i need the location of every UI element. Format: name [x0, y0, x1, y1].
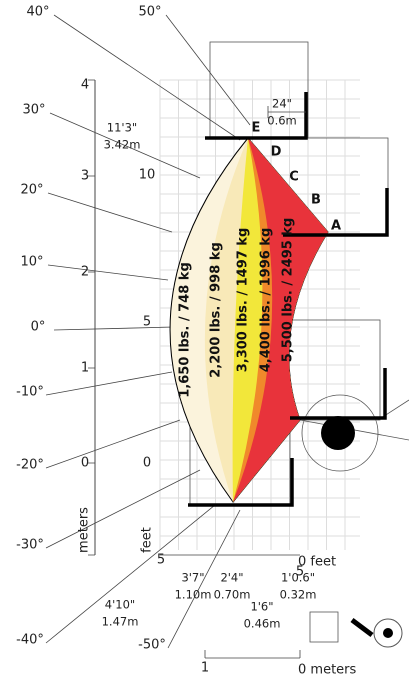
load-point: E: [252, 121, 261, 136]
angle-label: 10°: [20, 255, 43, 270]
dimension-metric: 0.46m: [244, 617, 281, 631]
load-zone-label: 4,400 lbs. / 1996 kg: [259, 228, 274, 373]
angle-label: 30°: [22, 103, 45, 118]
load-zone-label: 2,200 lbs. / 998 kg: [209, 242, 224, 378]
angle-line: [45, 469, 201, 549]
dimension-imperial: 1'6": [250, 600, 273, 614]
meter-tick: 2: [81, 265, 89, 280]
feet-tick: 5: [157, 553, 165, 568]
meter-tick: 3: [81, 169, 89, 184]
angle-lines: [45, 14, 251, 649]
meter-axis-label: meters: [77, 507, 92, 553]
dimension-imperial: 1'0.6": [281, 571, 315, 585]
feet-axis-label: feet: [140, 527, 155, 553]
dimension-imperial: 11'3": [107, 121, 137, 135]
feet-zero: 0 feet: [298, 555, 336, 570]
load-point: C: [289, 170, 299, 185]
load-point: D: [271, 145, 282, 160]
dimension-imperial: 4'10": [105, 598, 135, 612]
scale-one: 1: [201, 661, 209, 676]
meter-tick: 0: [81, 456, 89, 471]
angle-label: 20°: [20, 183, 43, 198]
dimension-imperial: 24": [272, 97, 292, 111]
dimension-metric: 3.42m: [104, 138, 141, 152]
meter-tick: 1: [81, 361, 89, 376]
angle-line: [49, 112, 201, 179]
dimension-metric: 0.32m: [280, 588, 317, 602]
icons: [309, 611, 403, 648]
feet-tick: 5: [296, 565, 304, 580]
load-point: A: [331, 219, 341, 234]
dimension-metric: 1.47m: [102, 615, 139, 629]
angle-label: -10°: [16, 385, 44, 400]
angle-label: -50°: [138, 638, 166, 653]
angle-line: [167, 509, 241, 649]
load-zones: [169, 137, 329, 503]
dimension-metric: 1.10m: [175, 588, 212, 602]
dimension-metric: 0.6m: [267, 114, 297, 128]
dimension-metric: 0.70m: [214, 588, 251, 602]
load-zone-label: 1,650 lbs. / 748 kg: [178, 262, 193, 398]
load-point: B: [311, 193, 321, 208]
angle-label: -30°: [16, 538, 44, 553]
labels: 40° 50° 30° 20° 10° 0° -10° -20° -30° -40° -50° 4 3 2…: [16, 5, 356, 677]
dimension-imperial: 3'7": [181, 571, 204, 585]
angle-label: 50°: [138, 5, 161, 20]
angle-line: [53, 14, 241, 141]
angle-label: -20°: [16, 458, 44, 473]
angle-line: [45, 419, 181, 469]
angle-line: [47, 192, 173, 233]
load-zone-label: 3,300 lbs. / 1497 kg: [236, 228, 251, 373]
angle-label: 40°: [26, 5, 49, 20]
angle-label: -40°: [16, 633, 44, 648]
axes: [88, 79, 301, 659]
feet-tick: 10: [139, 168, 156, 183]
angle-line: [53, 326, 176, 331]
load-zone-label: 5,500 lbs. / 2495 kg: [281, 218, 296, 363]
dimension-imperial: 2'4": [220, 571, 243, 585]
feet-tick: 5: [143, 315, 151, 330]
scale-zero: 0 meters: [298, 663, 357, 677]
angle-line: [165, 14, 251, 126]
meter-tick: 4: [81, 78, 89, 93]
angle-line: [45, 504, 216, 644]
forks: [188, 92, 389, 507]
angle-label: 0°: [31, 320, 46, 335]
feet-tick: 0: [143, 456, 151, 471]
angle-line: [47, 264, 169, 281]
angle-line: [45, 371, 173, 396]
